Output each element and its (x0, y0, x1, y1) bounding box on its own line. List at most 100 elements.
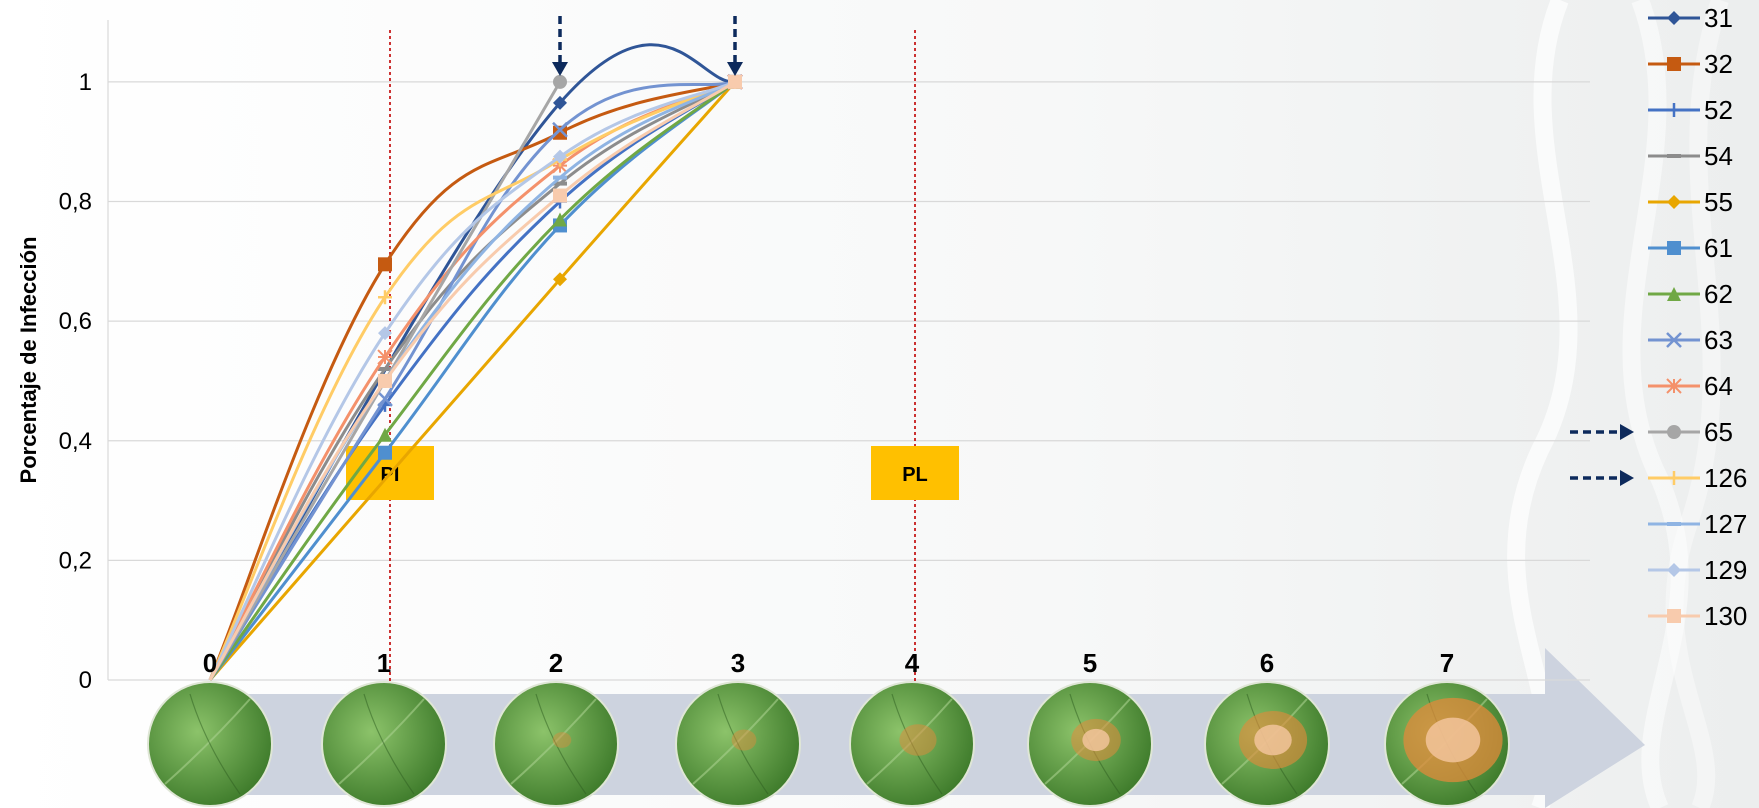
legend-item-31: 31 (1648, 3, 1733, 33)
y-tick-label: 0,8 (59, 189, 92, 216)
data-point (377, 349, 393, 365)
legend-marker (1667, 287, 1681, 301)
legend-item-130: 130 (1648, 601, 1747, 631)
y-tick-label: 0 (79, 667, 92, 694)
legend-item-126: 126 (1570, 463, 1747, 493)
data-point (553, 125, 567, 140)
legend-label: 126 (1704, 463, 1747, 493)
legend-label: 63 (1704, 325, 1733, 355)
legend-marker (1667, 563, 1681, 577)
legend: 31 32 52 54 55 61 62 63 64 65 126 127 129 130 (1570, 3, 1747, 631)
legend-marker (1667, 241, 1681, 255)
legend-item-127: 127 (1648, 509, 1747, 539)
legend-label: 54 (1704, 141, 1733, 171)
series-group (208, 43, 743, 681)
y-tick-label: 0,6 (59, 308, 92, 335)
data-point (378, 427, 392, 442)
x-stage-label: 0 (203, 648, 217, 678)
legend-item-32: 32 (1648, 49, 1733, 79)
legend-marker (1666, 378, 1682, 394)
legend-item-64: 64 (1648, 371, 1733, 401)
legend-label: 52 (1704, 95, 1733, 125)
legend-marker (1667, 425, 1681, 439)
leaf-stage-7 (1384, 681, 1510, 807)
legend-marker (1667, 471, 1681, 485)
highlight-arrow (727, 16, 743, 76)
data-point (552, 121, 568, 138)
series-line (208, 80, 736, 681)
x-stage-label: 4 (905, 648, 920, 678)
series-31 (208, 43, 742, 681)
series-130 (208, 74, 742, 681)
legend-marker (1667, 609, 1681, 623)
series-55 (208, 74, 742, 681)
leaf-stage-0 (147, 681, 273, 807)
legend-label: 31 (1704, 3, 1733, 33)
legend-label: 55 (1704, 187, 1733, 217)
legend-label: 61 (1704, 233, 1733, 263)
series-line (208, 80, 736, 681)
legend-item-62: 62 (1648, 279, 1733, 309)
legend-item-52: 52 (1648, 95, 1733, 125)
data-point (378, 290, 392, 305)
leaf-stage-4 (849, 681, 975, 807)
data-point (378, 445, 392, 460)
legend-highlight-arrow (1570, 424, 1634, 440)
legend-item-65: 65 (1570, 417, 1733, 447)
legend-highlight-arrow (1570, 470, 1634, 486)
x-stage-label: 3 (731, 648, 745, 678)
leaf-stage-2 (493, 681, 619, 807)
data-point (553, 149, 567, 164)
series-line (208, 80, 736, 681)
legend-item-61: 61 (1648, 233, 1733, 263)
data-point (378, 326, 392, 341)
legend-label: 32 (1704, 49, 1733, 79)
legend-marker (1667, 11, 1681, 25)
y-axis-label: Porcentaje de Infección (16, 237, 41, 484)
series-line (208, 80, 736, 681)
gridlines (107, 20, 1590, 681)
highlight-arrows (552, 16, 743, 76)
data-point (553, 95, 567, 110)
x-stage-label: 1 (377, 648, 391, 678)
series-line (208, 80, 736, 681)
data-point (553, 74, 567, 89)
legend-label: 127 (1704, 509, 1747, 539)
series-line (208, 80, 737, 681)
data-point (378, 373, 392, 388)
legend-label: 65 (1704, 417, 1733, 447)
phase-label-box (871, 446, 959, 500)
phase-label: PL (902, 464, 928, 486)
legend-item-54: 54 (1648, 141, 1733, 171)
data-point (553, 188, 567, 203)
y-axis-ticks: 0 0,2 0,4 0,6 0,8 1 (59, 69, 92, 694)
leaf-stage-images (147, 681, 1510, 807)
x-stage-label: 2 (549, 648, 563, 678)
legend-marker (1667, 103, 1681, 117)
legend-item-129: 129 (1648, 555, 1747, 585)
x-stage-label: 6 (1260, 648, 1274, 678)
legend-marker (1667, 57, 1681, 71)
legend-marker (1666, 332, 1682, 348)
legend-item-63: 63 (1648, 325, 1733, 355)
data-point (378, 257, 392, 272)
legend-marker (1667, 195, 1681, 209)
data-point (553, 272, 567, 287)
highlight-arrow (552, 16, 568, 76)
y-tick-label: 1 (79, 69, 92, 96)
leaf-stage-6 (1204, 681, 1330, 807)
y-tick-label: 0,4 (59, 428, 92, 455)
legend-label: 129 (1704, 555, 1747, 585)
series-line (208, 80, 736, 681)
legend-label: 130 (1704, 601, 1747, 631)
x-stage-label: 7 (1440, 648, 1454, 678)
data-point (377, 391, 393, 407)
x-axis-stage-labels: 0 1 2 3 4 5 6 7 (203, 648, 1454, 678)
data-point (553, 212, 567, 227)
legend-label: 62 (1704, 279, 1733, 309)
legend-label: 64 (1704, 371, 1733, 401)
y-tick-label: 0,2 (59, 547, 92, 574)
legend-item-55: 55 (1648, 187, 1733, 217)
leaf-stage-1 (321, 681, 447, 807)
